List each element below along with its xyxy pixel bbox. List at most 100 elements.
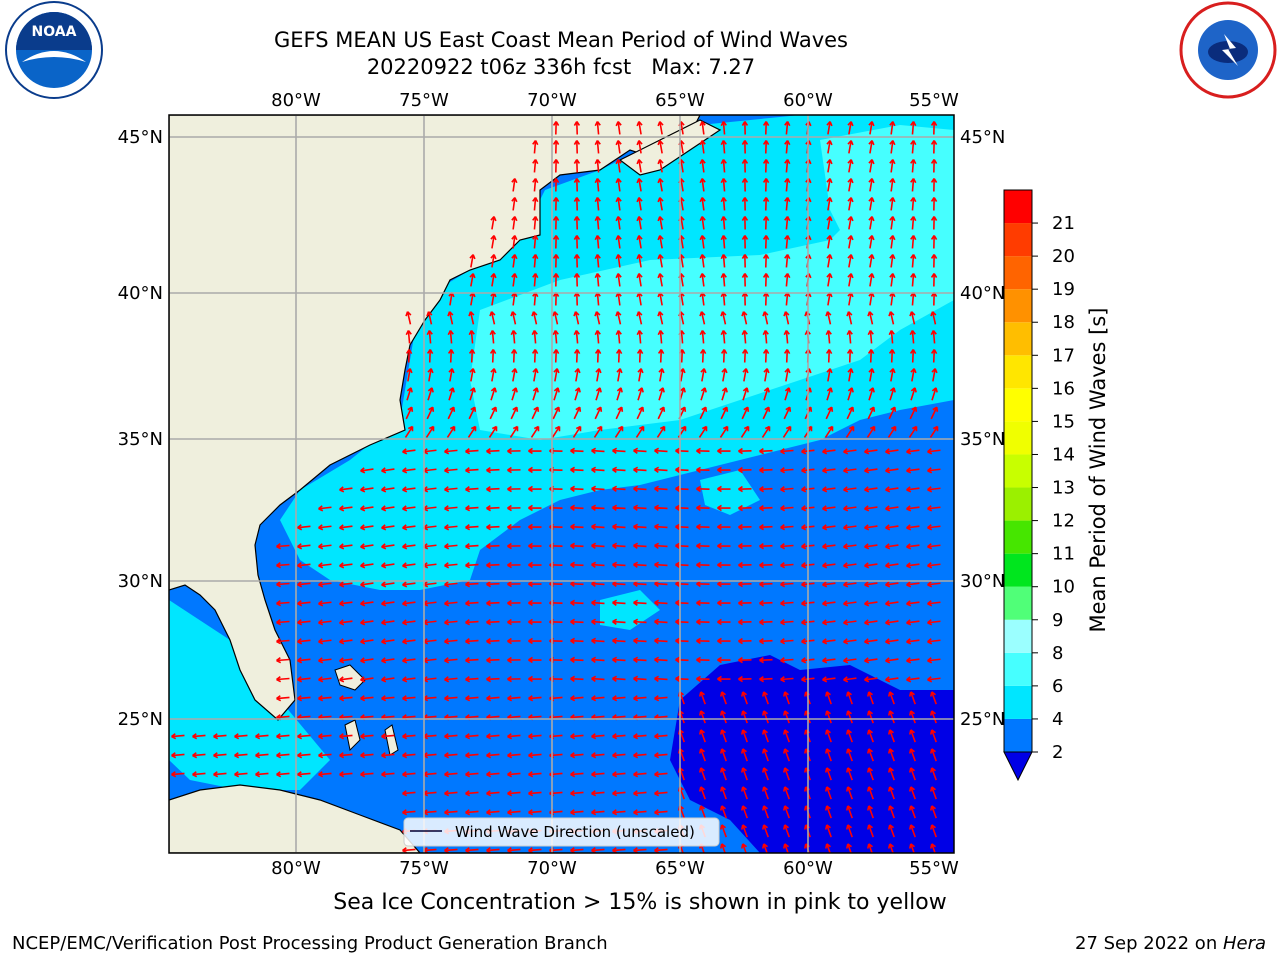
wave-direction-arrow (843, 600, 857, 607)
colorbar-segment (1004, 190, 1032, 224)
wave-direction-arrow (741, 311, 748, 325)
wave-direction-arrow (889, 273, 896, 287)
wave-direction-arrow (532, 216, 539, 230)
wave-direction-arrow (468, 349, 476, 363)
wave-direction-arrow (633, 504, 647, 511)
wave-direction-arrow (741, 235, 749, 249)
wave-direction-arrow (930, 311, 937, 325)
wave-direction-arrow (637, 387, 644, 401)
wave-direction-arrow (885, 505, 899, 512)
wave-direction-arrow (486, 580, 500, 588)
wave-direction-arrow (930, 235, 938, 249)
wave-direction-arrow (868, 273, 875, 287)
wave-direction-arrow (339, 543, 353, 550)
wave-direction-arrow (699, 691, 706, 705)
wave-direction-arrow (276, 581, 290, 588)
wave-direction-arrow (612, 695, 626, 702)
wave-direction-arrow (717, 485, 731, 493)
wave-direction-arrow (615, 273, 622, 287)
wave-direction-arrow (825, 805, 832, 819)
wave-direction-arrow (636, 159, 643, 173)
wave-direction-arrow (381, 638, 395, 645)
wave-direction-arrow (864, 467, 878, 474)
wave-direction-arrow (741, 786, 748, 800)
wave-direction-arrow (927, 505, 941, 512)
wave-direction-arrow (906, 562, 920, 569)
wave-direction-arrow (444, 600, 458, 607)
wave-direction-arrow (465, 562, 479, 569)
wave-direction-arrow (696, 504, 710, 512)
wave-direction-arrow (717, 466, 731, 474)
wave-direction-arrow (657, 349, 665, 363)
wave-direction-arrow (867, 805, 874, 819)
wave-direction-arrow (406, 368, 413, 382)
wave-direction-arrow (591, 466, 605, 473)
wave-direction-arrow (297, 771, 311, 778)
wave-direction-arrow (846, 691, 853, 705)
wave-direction-arrow (930, 159, 938, 173)
wave-direction-arrow (490, 273, 497, 287)
wave-direction-arrow (531, 349, 539, 363)
wave-direction-arrow (847, 178, 854, 192)
wave-direction-arrow (717, 523, 731, 531)
wave-direction-arrow (486, 447, 500, 455)
wave-direction-arrow (447, 406, 456, 420)
wave-direction-arrow (762, 330, 769, 344)
wave-direction-arrow (381, 676, 395, 683)
wave-direction-arrow (444, 657, 458, 664)
wave-direction-arrow (486, 656, 500, 664)
wave-direction-arrow (633, 447, 647, 454)
wave-direction-arrow (654, 485, 668, 492)
wave-direction-arrow (720, 159, 727, 173)
wave-direction-arrow (675, 504, 689, 512)
wave-direction-arrow (633, 485, 647, 492)
wave-direction-arrow (490, 368, 497, 382)
wave-direction-arrow (528, 771, 542, 778)
wave-direction-arrow (887, 425, 897, 438)
wave-direction-arrow (591, 752, 605, 759)
wave-direction-arrow (510, 311, 517, 325)
wave-direction-arrow (867, 843, 873, 853)
wave-direction-arrow (741, 729, 748, 743)
wave-direction-arrow (591, 656, 605, 663)
colorbar-tick-label: 13 (1052, 478, 1075, 499)
wave-direction-arrow (720, 748, 727, 762)
wave-direction-arrow (255, 771, 269, 778)
wave-direction-arrow (360, 657, 374, 664)
wave-direction-arrow (448, 387, 455, 401)
wave-direction-arrow (763, 368, 770, 382)
wave-direction-arrow (780, 638, 794, 645)
wave-direction-arrow (868, 254, 875, 268)
wave-direction-arrow (741, 349, 749, 363)
wave-direction-arrow (552, 235, 560, 249)
wave-direction-arrow (762, 824, 769, 838)
wave-direction-arrow (885, 600, 899, 607)
wave-direction-arrow (888, 311, 895, 325)
wave-direction-arrow (528, 447, 542, 455)
wave-direction-arrow (930, 843, 936, 853)
wave-direction-arrow (381, 467, 395, 474)
wave-direction-arrow (339, 695, 353, 702)
colorbar-tick-label: 20 (1052, 246, 1075, 267)
wave-direction-arrow (405, 349, 413, 363)
wave-direction-arrow (405, 330, 412, 344)
wave-direction-arrow (741, 273, 749, 287)
wave-direction-arrow (339, 657, 353, 664)
wave-direction-arrow (762, 178, 770, 192)
wave-direction-arrow (717, 656, 731, 664)
colorbar-segment (1004, 652, 1032, 686)
wave-direction-arrow (444, 619, 458, 626)
wave-direction-arrow (906, 638, 920, 645)
wave-direction-arrow (531, 311, 538, 325)
wave-direction-arrow (864, 581, 878, 588)
wave-direction-arrow (867, 691, 874, 705)
wave-direction-arrow (783, 824, 790, 838)
colorbar-segment (1004, 487, 1032, 521)
wave-direction-arrow (636, 121, 643, 135)
wave-direction-arrow (741, 843, 747, 853)
wave-direction-arrow (612, 656, 626, 663)
colorbar-tick-label: 21 (1052, 213, 1075, 234)
wave-direction-arrow (593, 425, 603, 438)
wave-direction-arrow (528, 695, 542, 702)
wave-direction-arrow (486, 752, 500, 759)
